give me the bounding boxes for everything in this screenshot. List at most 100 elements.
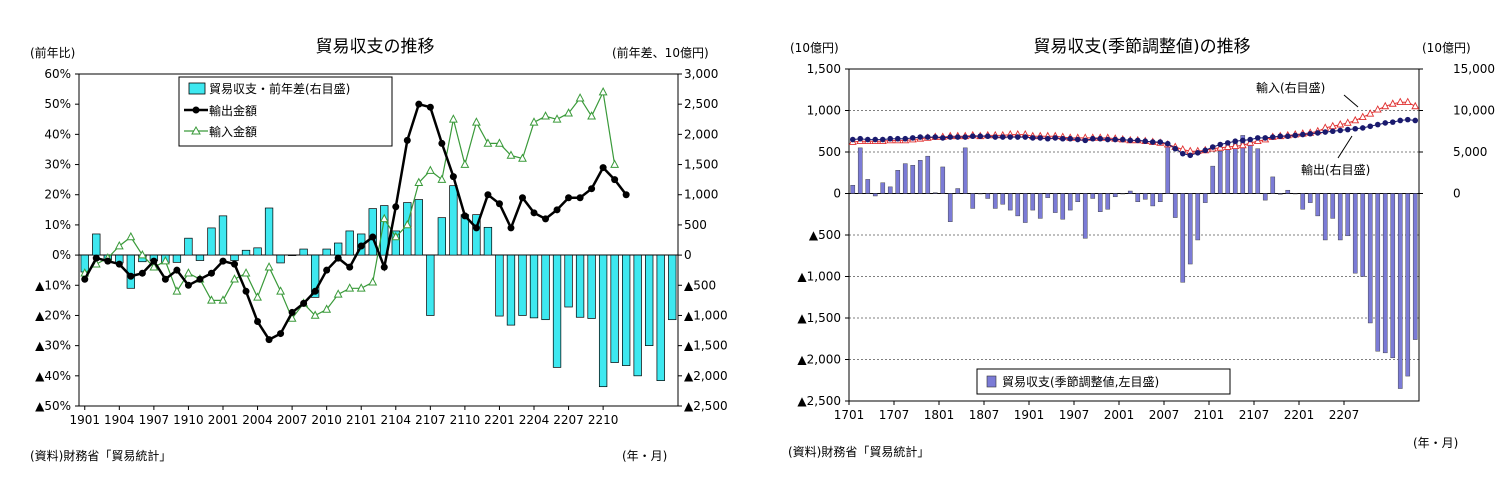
trade-balance-bar — [872, 193, 878, 197]
trade-balance-yoy-chart: 貿易収支の推移 (前年比) (前年差、10億円) (年・月) (資料)財務省「貿… — [30, 37, 728, 463]
chart2-legend-box — [976, 368, 1231, 395]
import-point — [425, 165, 435, 174]
import-point — [529, 117, 539, 126]
x-tick-label: 2207 — [1329, 408, 1360, 422]
export-point — [1082, 137, 1089, 144]
export-point — [1397, 117, 1404, 124]
left-tick-label: 10% — [44, 218, 71, 232]
export-point — [565, 194, 573, 202]
export-point — [1037, 135, 1044, 141]
x-tick-label: 2104 — [381, 413, 412, 427]
export-point — [1157, 139, 1164, 145]
export-point — [864, 136, 871, 143]
x-tick-label: 1904 — [104, 413, 135, 427]
trade-balance-bar — [207, 227, 216, 256]
chart2-source: (資料)財務省「貿易統計」 — [788, 444, 929, 459]
trade-balance-bar — [380, 205, 389, 256]
left-tick-label: 30% — [44, 158, 71, 172]
x-tick-label: 2001 — [208, 413, 239, 427]
import-point — [575, 93, 585, 102]
export-point — [872, 136, 879, 143]
export-point — [1344, 126, 1351, 133]
export-point — [1284, 133, 1291, 140]
chart1-right-axis-label: (前年差、10億円) — [612, 45, 709, 60]
export-point — [1059, 135, 1066, 142]
export-point — [1224, 140, 1231, 146]
export-point — [599, 164, 607, 172]
export-point — [196, 275, 204, 283]
trade-balance-bar — [1120, 193, 1126, 195]
import-point — [1373, 105, 1382, 113]
x-tick-label: 2210 — [588, 413, 619, 427]
trade-balance-seasonal-chart: 貿易収支(季節調整値)の推移 (10億円) (10億円) (年・月) (資料)財… — [788, 37, 1495, 459]
import-point — [1396, 97, 1405, 106]
import-point — [1351, 115, 1360, 124]
legend-bar-swatch — [188, 82, 206, 95]
right-tick-label: 2,500 — [684, 97, 718, 111]
export-point — [553, 206, 561, 214]
export-point — [879, 136, 886, 143]
trade-balance-bar — [1045, 193, 1051, 198]
import-point — [437, 174, 447, 183]
trade-balance-bar — [1345, 193, 1351, 237]
export-point — [1254, 135, 1261, 141]
chart1-source: (資料)財務省「貿易統計」 — [30, 448, 171, 463]
trade-balance-bar — [1375, 193, 1381, 352]
trade-balance-bar — [495, 254, 504, 317]
trade-balance-bar — [1330, 193, 1336, 219]
export-point — [1127, 137, 1134, 144]
trade-balance-bar — [992, 193, 998, 209]
export-point — [1097, 135, 1104, 142]
trade-balance-bar — [1240, 135, 1246, 194]
export-point — [1172, 145, 1179, 152]
export-point — [334, 254, 342, 262]
x-tick-label: 1907 — [1059, 408, 1090, 422]
left-tick-label: ▲20% — [35, 308, 71, 322]
trade-balance-bar — [850, 184, 856, 194]
right-tick-label: 10,000 — [1453, 104, 1495, 118]
export-point — [1412, 117, 1419, 124]
export-point — [81, 275, 89, 283]
right-tick-label: 1,500 — [684, 158, 718, 172]
trade-balance-bar — [460, 214, 470, 256]
left-tick-label: 500 — [818, 145, 841, 159]
legend-import-marker — [191, 125, 201, 135]
chart2-right-ticks: 15,000 10,000 5,000 0 — [1419, 62, 1495, 201]
export-point — [288, 308, 296, 316]
import-point — [137, 250, 147, 259]
trade-balance-bar — [437, 217, 447, 256]
trade-balance-bar — [598, 254, 608, 388]
export-point — [1239, 137, 1246, 144]
export-point — [1119, 136, 1126, 143]
import-point — [264, 262, 274, 271]
trade-balance-bar — [483, 226, 493, 256]
x-tick-label: 2201 — [484, 413, 515, 427]
trade-balance-bar — [449, 185, 458, 256]
trade-balance-bar — [1195, 193, 1201, 241]
chart2-gridlines — [849, 110, 1419, 360]
trade-balance-bar — [1157, 193, 1163, 203]
import-point — [345, 283, 355, 292]
export-point — [962, 134, 969, 140]
chart1-x-axis-label: (年・月) — [622, 449, 667, 463]
trade-balance-bar — [910, 165, 916, 194]
import-point — [1238, 140, 1247, 149]
trade-balance-bar — [1412, 193, 1418, 340]
export-point — [1142, 138, 1149, 145]
export-point — [115, 260, 123, 268]
export-point — [1044, 135, 1051, 142]
x-tick-label: 2010 — [311, 413, 342, 427]
trade-balance-bar — [1232, 141, 1238, 194]
export-point — [369, 233, 377, 241]
import-point — [541, 111, 550, 120]
trade-balance-bar — [1007, 193, 1013, 211]
trade-balance-bar — [1060, 193, 1066, 220]
right-tick-label: 0 — [684, 248, 692, 262]
trade-balance-bar — [1067, 193, 1073, 211]
left-tick-label: ▲40% — [35, 369, 71, 383]
annotation-import-label: 輸入(右目盛) — [1256, 80, 1325, 95]
export-point — [622, 191, 630, 199]
export-point — [1067, 135, 1074, 142]
trade-balance-bar — [529, 254, 539, 319]
import-point — [448, 114, 458, 123]
